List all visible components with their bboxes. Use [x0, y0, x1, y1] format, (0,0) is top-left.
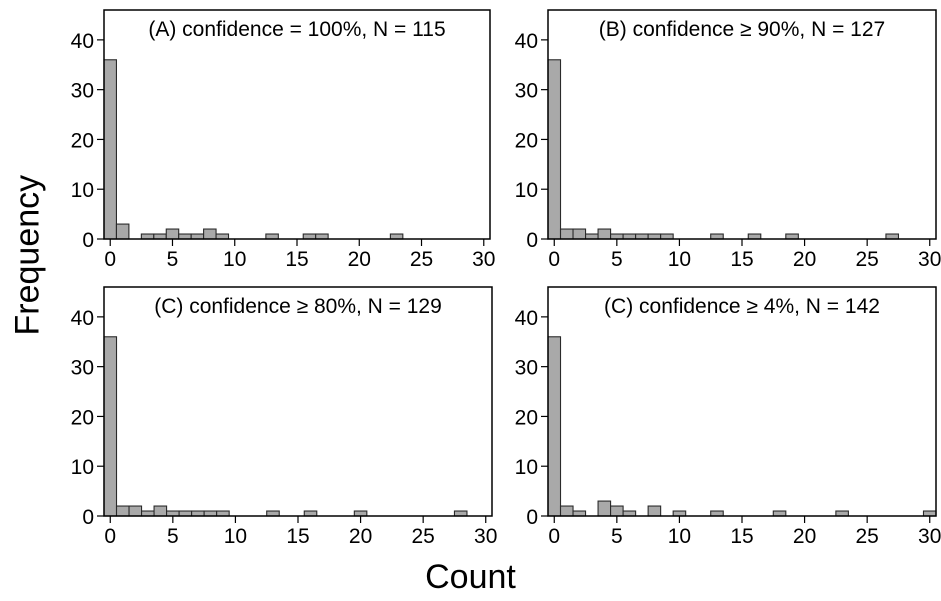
bar-1-7 [203, 228, 217, 240]
x-tick-label: 25 [855, 248, 878, 271]
y-tick-label: 10 [515, 179, 538, 202]
x-tick-label: 25 [855, 525, 878, 548]
x-tick-label: 15 [285, 248, 308, 271]
panel-title: (A) confidence = 100%, N = 115 [148, 18, 445, 41]
plot-frame [103, 9, 491, 240]
y-tick-label: 20 [515, 406, 538, 429]
x-tick-label: 15 [286, 525, 309, 548]
x-tick-label: 5 [611, 248, 623, 271]
panel-3: 0 10 20 30 40 0 5 10 15 20 25 30 (C) confidence ≥ 80… [71, 286, 497, 548]
bar-4-6 [647, 505, 662, 517]
y-tick-label: 40 [71, 30, 94, 53]
x-tick-label: 30 [474, 525, 497, 548]
x-tick-label: 10 [668, 525, 691, 548]
y-tick-label: 10 [515, 456, 538, 479]
x-tick-label: 30 [472, 248, 495, 271]
x-tick-label: 0 [104, 248, 116, 271]
y-tick-label: 10 [71, 179, 94, 202]
y-tick-label: 40 [515, 30, 538, 53]
y-tick-label: 30 [515, 357, 538, 380]
x-tick-label: 0 [548, 248, 560, 271]
x-tick-label: 15 [730, 525, 753, 548]
y-tick-label: 30 [71, 80, 94, 103]
bar-4-3 [597, 500, 612, 517]
bar-1-4 [165, 228, 180, 240]
x-tick-label: 10 [224, 525, 247, 548]
panel-1: 0 10 20 30 40 0 5 10 15 20 25 30 (A) confidence = 10… [71, 9, 495, 271]
x-axis-label: Count [425, 558, 516, 596]
y-tick-label: 40 [515, 307, 538, 330]
panel-title: (C) confidence ≥ 80%, N = 129 [154, 295, 442, 318]
x-tick-label: 15 [730, 248, 753, 271]
panel-title: (C) confidence ≥ 4%, N = 142 [604, 295, 880, 318]
bar-2-1 [559, 228, 574, 240]
y-tick-label: 0 [526, 506, 538, 529]
bar-4-1 [559, 505, 574, 517]
x-tick-label: 5 [167, 248, 179, 271]
x-tick-label: 10 [223, 248, 246, 271]
x-tick-label: 10 [668, 248, 691, 271]
x-tick-label: 20 [348, 248, 371, 271]
plot-frame [547, 9, 937, 240]
bar-4-4 [610, 505, 624, 517]
x-tick-label: 20 [349, 525, 372, 548]
x-tick-label: 20 [793, 248, 816, 271]
x-tick-label: 5 [611, 525, 623, 548]
bar-2-4 [597, 228, 612, 240]
panel-4: 0 10 20 30 40 0 5 10 15 20 25 30 (C) confidence ≥ 4%… [515, 286, 941, 548]
bar-3-4 [153, 505, 168, 517]
bar-3-0 [103, 336, 118, 517]
x-tick-label: 30 [918, 248, 941, 271]
bar-1-1 [115, 223, 130, 240]
y-tick-label: 30 [71, 357, 94, 380]
x-tick-label: 30 [918, 525, 941, 548]
plot-frame [547, 286, 937, 517]
panel-2: 0 10 20 30 40 0 5 10 15 20 25 30 (B) confidence ≥ 90… [515, 9, 941, 271]
y-tick-label: 10 [71, 456, 94, 479]
y-tick-label: 20 [515, 129, 538, 152]
bar-1-0 [103, 59, 117, 240]
panel-title: (B) confidence ≥ 90%, N = 127 [599, 18, 885, 41]
y-tick-label: 30 [515, 80, 538, 103]
x-tick-label: 0 [548, 525, 560, 548]
bar-4-0 [547, 336, 562, 517]
x-tick-label: 5 [167, 525, 179, 548]
x-tick-label: 20 [793, 525, 816, 548]
x-tick-label: 25 [410, 248, 433, 271]
y-tick-label: 0 [526, 229, 538, 252]
bar-2-0 [547, 59, 562, 240]
y-axis-label: Frequency [8, 174, 47, 336]
y-tick-label: 0 [82, 506, 94, 529]
bar-3-2 [128, 505, 143, 517]
y-tick-label: 0 [82, 229, 94, 252]
y-tick-label: 20 [71, 129, 94, 152]
x-tick-label: 0 [104, 525, 116, 548]
y-tick-label: 20 [71, 406, 94, 429]
plot-frame [103, 286, 493, 517]
bar-3-1 [115, 505, 130, 517]
x-tick-label: 25 [411, 525, 434, 548]
bar-2-2 [572, 228, 587, 240]
y-tick-label: 40 [71, 307, 94, 330]
